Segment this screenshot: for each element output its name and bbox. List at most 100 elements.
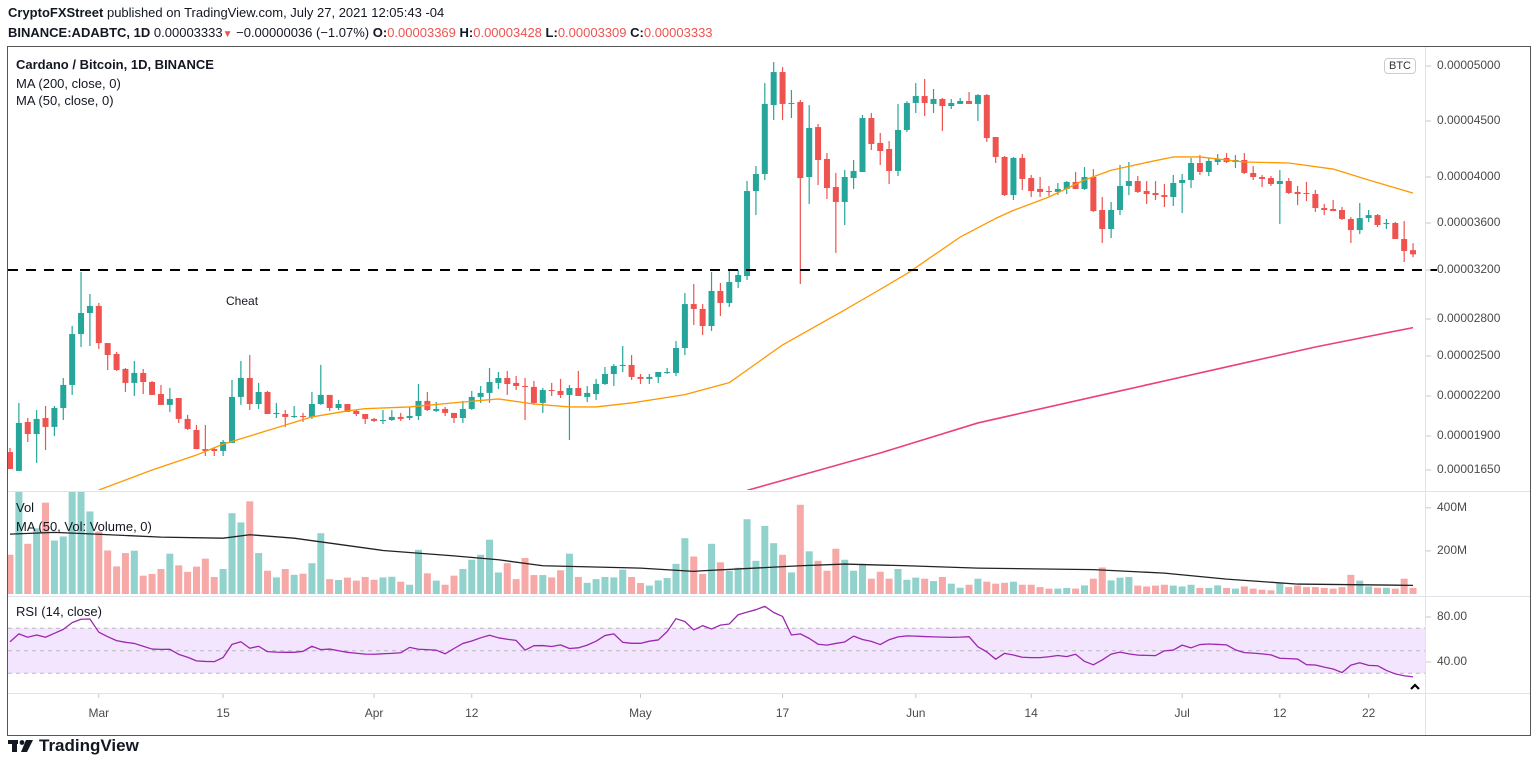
- volume-bar[interactable]: [477, 554, 485, 594]
- volume-bar[interactable]: [1125, 576, 1133, 594]
- volume-bar[interactable]: [1018, 584, 1026, 594]
- volume-bar[interactable]: [1045, 588, 1053, 594]
- candle[interactable]: [557, 378, 564, 398]
- candle[interactable]: [388, 410, 395, 421]
- volume-bar[interactable]: [113, 566, 121, 594]
- candle[interactable]: [646, 374, 653, 384]
- volume-bar[interactable]: [654, 580, 662, 594]
- volume-bar[interactable]: [521, 558, 529, 594]
- candle[interactable]: [24, 418, 31, 442]
- volume-bar[interactable]: [1001, 582, 1009, 594]
- volume-bar[interactable]: [574, 576, 582, 594]
- candle[interactable]: [1134, 175, 1141, 193]
- candle[interactable]: [939, 98, 946, 131]
- candle[interactable]: [1410, 243, 1417, 258]
- candle[interactable]: [930, 88, 937, 113]
- candle[interactable]: [1063, 181, 1070, 195]
- candle[interactable]: [601, 366, 608, 385]
- candle[interactable]: [415, 384, 422, 420]
- volume-bar[interactable]: [290, 574, 298, 594]
- candle[interactable]: [868, 112, 875, 151]
- candle[interactable]: [1170, 174, 1177, 206]
- candle[interactable]: [1045, 185, 1052, 196]
- candle[interactable]: [983, 94, 990, 142]
- volume-bar[interactable]: [326, 579, 334, 594]
- volume-bar[interactable]: [548, 577, 556, 594]
- volume-bar[interactable]: [1089, 578, 1097, 594]
- candle[interactable]: [1179, 173, 1186, 213]
- rsi-legend[interactable]: RSI (14, close): [16, 604, 102, 619]
- candle[interactable]: [308, 392, 315, 419]
- ma200-legend[interactable]: MA (200, close, 0): [16, 76, 121, 91]
- symbol-legend-title[interactable]: Cardano / Bitcoin, 1D, BINANCE: [16, 57, 214, 72]
- candle[interactable]: [362, 414, 369, 424]
- volume-bar[interactable]: [104, 550, 112, 594]
- volume-bar[interactable]: [414, 549, 422, 594]
- volume-bar[interactable]: [1169, 585, 1177, 594]
- candle[interactable]: [610, 364, 617, 386]
- candle[interactable]: [317, 364, 324, 405]
- candle[interactable]: [921, 78, 928, 117]
- volume-bar[interactable]: [7, 554, 14, 594]
- candle[interactable]: [273, 402, 280, 418]
- candle[interactable]: [166, 388, 173, 412]
- volume-bar[interactable]: [858, 563, 866, 594]
- candle[interactable]: [1259, 174, 1266, 188]
- candle[interactable]: [149, 380, 156, 395]
- candle[interactable]: [619, 346, 626, 372]
- candle[interactable]: [779, 66, 786, 121]
- volume-bar[interactable]: [1365, 586, 1373, 594]
- candle[interactable]: [95, 302, 102, 349]
- candle[interactable]: [770, 62, 777, 121]
- candle[interactable]: [451, 412, 457, 423]
- volume-bar[interactable]: [1320, 587, 1328, 594]
- volume-bar[interactable]: [1240, 586, 1248, 594]
- volume-ma-line[interactable]: [9, 531, 1414, 587]
- candle[interactable]: [1276, 169, 1283, 225]
- volume-bar[interactable]: [184, 571, 192, 594]
- candle[interactable]: [1339, 207, 1345, 221]
- volume-bar[interactable]: [139, 575, 147, 594]
- candle[interactable]: [282, 410, 289, 427]
- candle[interactable]: [1347, 217, 1354, 243]
- candle[interactable]: [912, 83, 919, 113]
- candle[interactable]: [1010, 156, 1017, 200]
- volume-bar[interactable]: [983, 581, 991, 594]
- volume-bar[interactable]: [308, 563, 316, 594]
- candle[interactable]: [211, 447, 218, 456]
- volume-bar[interactable]: [42, 502, 50, 594]
- volume-bar[interactable]: [1302, 587, 1310, 594]
- volume-bar[interactable]: [601, 576, 609, 594]
- candle[interactable]: [877, 132, 884, 166]
- candle[interactable]: [184, 414, 191, 430]
- candle[interactable]: [397, 412, 404, 421]
- volume-bar[interactable]: [237, 522, 245, 594]
- volume-bar[interactable]: [796, 504, 804, 594]
- volume-bar[interactable]: [1258, 589, 1266, 594]
- volume-bar[interactable]: [628, 576, 636, 594]
- candle[interactable]: [459, 400, 466, 423]
- candle[interactable]: [522, 378, 529, 420]
- volume-bar[interactable]: [175, 565, 183, 594]
- volume-bar[interactable]: [619, 569, 627, 594]
- candle[interactable]: [1099, 197, 1106, 243]
- volume-bar[interactable]: [787, 572, 795, 594]
- volume-bar[interactable]: [201, 558, 209, 594]
- candle[interactable]: [1196, 155, 1203, 175]
- volume-bar[interactable]: [210, 576, 218, 594]
- candle[interactable]: [15, 402, 22, 471]
- volume-bar[interactable]: [379, 577, 387, 594]
- volume-bar[interactable]: [1231, 588, 1239, 594]
- candle[interactable]: [326, 394, 333, 411]
- volume-bar[interactable]: [992, 583, 1000, 594]
- candle[interactable]: [539, 388, 546, 413]
- candle[interactable]: [1241, 153, 1248, 174]
- candle[interactable]: [1392, 221, 1399, 239]
- volume-bar[interactable]: [121, 553, 129, 594]
- volume-bar[interactable]: [441, 584, 449, 594]
- candle[interactable]: [1267, 175, 1274, 186]
- volume-bar[interactable]: [734, 567, 742, 594]
- volume-bar[interactable]: [432, 580, 440, 594]
- candle[interactable]: [673, 340, 679, 376]
- ma200-line[interactable]: [746, 326, 1414, 491]
